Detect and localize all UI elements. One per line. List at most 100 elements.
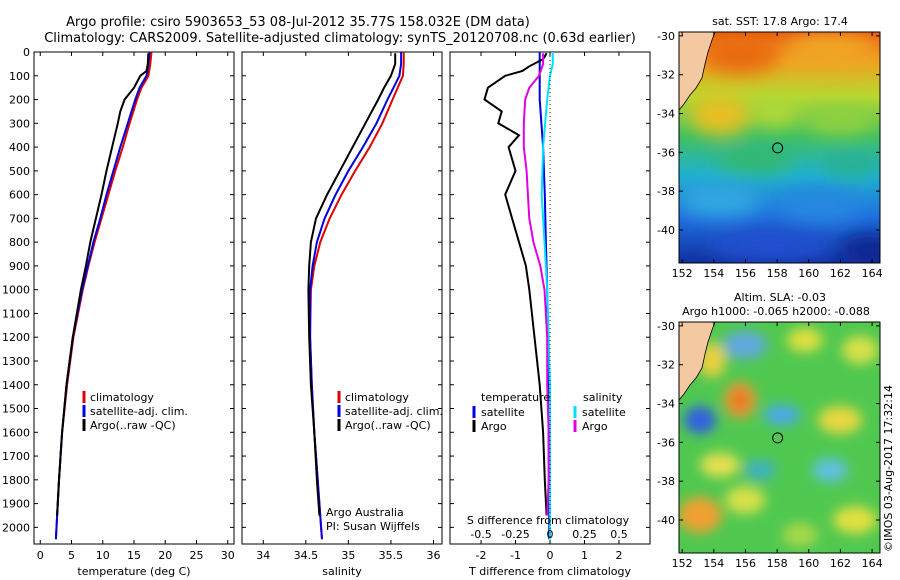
- x-tick-label: -2: [476, 549, 487, 562]
- legend-title: temperature: [481, 391, 550, 404]
- y-tick-label: 1300: [2, 355, 30, 368]
- sla-coastline: [679, 322, 716, 401]
- difference-panel: -2 -1 0 1 2 T difference from climatology -0.5…: [449, 51, 651, 578]
- s-tick-label: -0.25: [501, 528, 529, 541]
- x-tick-label: 1: [581, 549, 588, 562]
- y-tick-label: 500: [9, 165, 30, 178]
- map-y-tick-label: -30: [657, 320, 675, 333]
- y-tick-label: 1700: [2, 450, 30, 463]
- map-y-tick-label: -36: [657, 146, 675, 159]
- y-tick-label: 1500: [2, 403, 30, 416]
- x-tick-label: 35: [341, 549, 355, 562]
- x-tick-label: 35.5: [379, 549, 404, 562]
- map-x-tick-label: 162: [830, 267, 851, 280]
- y-tick-label: 2000: [2, 521, 30, 534]
- map-x-tick-label: 158: [767, 557, 788, 570]
- series-line-salinity-argo: [522, 53, 550, 516]
- annotation-text: Argo Australia: [326, 506, 404, 519]
- map-x-tick-label: 162: [830, 557, 851, 570]
- map-x-tick-label: 160: [798, 267, 819, 280]
- legend-label: climatology: [90, 391, 154, 404]
- annotation-text: PI: Susan Wijffels: [326, 520, 420, 533]
- y-tick-label: 1900: [2, 498, 30, 511]
- imos-credit: ©IMOS 03-Aug-2017 17:32:14: [882, 385, 895, 552]
- x-tick-label: 15: [127, 549, 141, 562]
- s-tick-label: -0.5: [470, 528, 491, 541]
- y-tick-label: 700: [9, 212, 30, 225]
- legend-label: Argo: [582, 420, 608, 433]
- map-x-tick-label: 164: [862, 557, 883, 570]
- title-line-2: Climatology: CARS2009. Satellite-adjuste…: [44, 31, 636, 46]
- map-y-tick-label: -38: [657, 475, 675, 488]
- x-tick-label: 0: [547, 549, 554, 562]
- y-tick-label: 1600: [2, 426, 30, 439]
- series-line-argo-raw-qc-: [56, 53, 150, 516]
- temperature-panel: 0100200300400500600700800900100011001200…: [2, 46, 235, 578]
- series-line-temperature-argo: [483, 52, 548, 516]
- salinity-plot-frame: [241, 51, 443, 545]
- x-tick-label: 36: [426, 549, 440, 562]
- y-tick-label: 0: [23, 46, 30, 59]
- map-x-tick-label: 164: [862, 267, 883, 280]
- x-tick-label: 2: [615, 549, 622, 562]
- map-x-tick-label: 154: [703, 267, 724, 280]
- map-y-tick-label: -40: [657, 514, 675, 527]
- map-x-tick-label: 154: [703, 557, 724, 570]
- x-tick-label: 34: [256, 549, 270, 562]
- y-tick-label: 1200: [2, 331, 30, 344]
- x-tick-label: 30: [221, 549, 235, 562]
- y-tick-label: 300: [9, 117, 30, 130]
- y-tick-label: 1400: [2, 379, 30, 392]
- legend-label: satellite: [481, 406, 525, 419]
- sla-map-title: Altim. SLA: -0.03: [734, 291, 826, 304]
- x-tick-label: -1: [510, 549, 521, 562]
- s-tick-label: 0.25: [572, 528, 597, 541]
- sla-profile-marker: [772, 432, 784, 444]
- sla-map-subtitle: Argo h1000: -0.065 h2000: -0.088: [682, 305, 870, 318]
- y-tick-label: 900: [9, 260, 30, 273]
- y-tick-label: 200: [9, 94, 30, 107]
- y-tick-label: 800: [9, 236, 30, 249]
- temperature-xlabel: temperature (deg C): [77, 565, 190, 578]
- x-tick-label: 10: [96, 549, 110, 562]
- map-x-tick-label: 160: [798, 557, 819, 570]
- map-x-tick-label: 156: [735, 267, 756, 280]
- sst-profile-marker: [772, 142, 784, 154]
- sst-map-title: sat. SST: 17.8 Argo: 17.4: [712, 15, 848, 28]
- map-y-tick-label: -40: [657, 224, 675, 237]
- map-y-tick-label: -30: [657, 30, 675, 43]
- map-y-tick-label: -32: [657, 69, 675, 82]
- map-y-tick-label: -38: [657, 185, 675, 198]
- difference-xlabel: T difference from climatology: [468, 565, 631, 578]
- legend-label: Argo: [481, 420, 507, 433]
- legend-label: satellite-adj. clim.: [345, 405, 443, 418]
- y-tick-label: 600: [9, 189, 30, 202]
- y-tick-label: 400: [9, 141, 30, 154]
- x-tick-label: 5: [68, 549, 75, 562]
- s-tick-label: 0: [547, 528, 554, 541]
- series-line-salinity-satellite: [540, 52, 554, 540]
- title-line-1: Argo profile: csiro 5903653_53 08-Jul-20…: [66, 15, 530, 30]
- salinity-panel: 34 34.5 35 35.5 36 salinity climatologysatelli…: [241, 51, 443, 578]
- sla-eddies: [679, 328, 878, 547]
- sst-coastline: [679, 32, 716, 111]
- salinity-xlabel: salinity: [322, 565, 362, 578]
- legend-label: Argo(..raw -QC): [90, 419, 176, 432]
- s-axis-label: S difference from climatology: [467, 514, 630, 527]
- legend-label: climatology: [345, 391, 409, 404]
- y-tick-label: 1000: [2, 284, 30, 297]
- map-y-tick-label: -32: [657, 359, 675, 372]
- map-x-tick-label: 152: [672, 557, 693, 570]
- legend-label: Argo(..raw -QC): [345, 419, 431, 432]
- x-tick-label: 34.5: [294, 549, 319, 562]
- map-y-tick-label: -36: [657, 436, 675, 449]
- legend-label: satellite-adj. clim.: [90, 405, 188, 418]
- sst-map: sat. SST: 17.8 Argo: 17.4 152 154 156 158 16…: [657, 15, 883, 280]
- y-tick-label: 1800: [2, 474, 30, 487]
- temperature-plot-frame: [33, 51, 235, 545]
- s-tick-label: 0.5: [610, 528, 628, 541]
- x-tick-label: 20: [158, 549, 172, 562]
- legend-label: satellite: [582, 406, 626, 419]
- sst-map-frame: [678, 31, 881, 264]
